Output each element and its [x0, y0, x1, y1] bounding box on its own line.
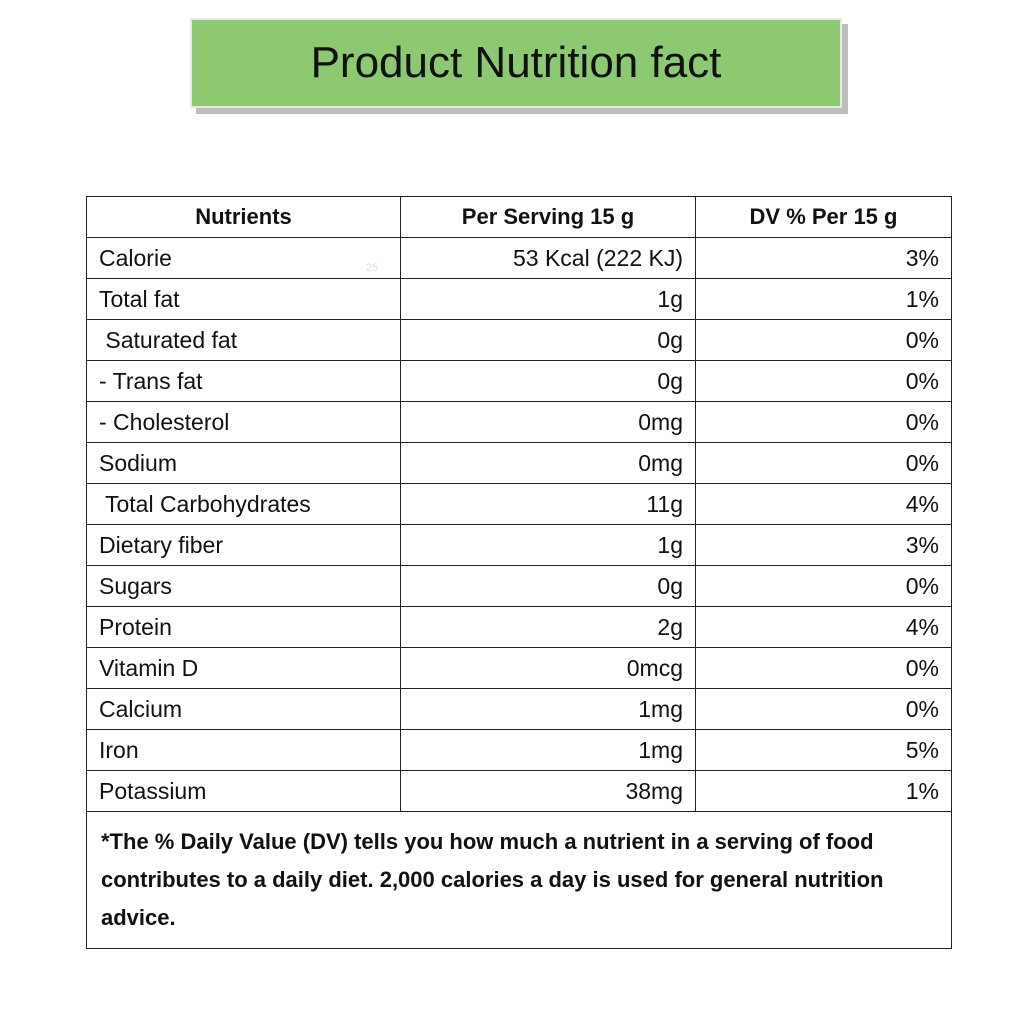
nutrient-name: Sodium: [86, 442, 401, 484]
nutrient-value: 1%: [695, 770, 952, 812]
nutrient-value: 4%: [695, 483, 952, 525]
nutrient-name: - Cholesterol: [86, 401, 401, 443]
footnote: *The % Daily Value (DV) tells you how mu…: [86, 811, 952, 949]
nutrition-table: Nutrients Per Serving 15 g DV % Per 15 g Ca…: [86, 196, 952, 949]
nutrient-value: 0mg: [400, 442, 696, 484]
nutrient-value: 3%: [695, 237, 952, 279]
nutrient-value: 2g: [400, 606, 696, 648]
nutrient-value: 5%: [695, 729, 952, 771]
nutrient-name: Protein: [86, 606, 401, 648]
nutrient-value: 1%: [695, 278, 952, 320]
nutrient-value: 38mg: [400, 770, 696, 812]
footnote-row: *The % Daily Value (DV) tells you how mu…: [86, 811, 952, 949]
column-header: Per Serving 15 g: [400, 196, 696, 238]
nutrient-value: 0mg: [400, 401, 696, 443]
nutrient-value: 0%: [695, 442, 952, 484]
row: Iron 1mg 5%: [86, 729, 952, 771]
row: Dietary fiber 1g 3%: [86, 524, 952, 566]
nutrient-name: Total Carbohydrates: [86, 483, 401, 525]
nutrient-name: Dietary fiber: [86, 524, 401, 566]
nutrient-value: 1mg: [400, 688, 696, 730]
nutrient-value: 1g: [400, 278, 696, 320]
row: Vitamin D 0mcg 0%: [86, 647, 952, 689]
faint-mark: 25: [366, 262, 379, 274]
header-row: Nutrients Per Serving 15 g DV % Per 15 g: [86, 196, 952, 238]
nutrient-value: 11g: [400, 483, 696, 525]
nutrient-name: Total fat: [86, 278, 401, 320]
nutrient-value: 3%: [695, 524, 952, 566]
nutrient-value: 0%: [695, 360, 952, 402]
nutrient-name: Sugars: [86, 565, 401, 607]
row: Sodium 0mg 0%: [86, 442, 952, 484]
nutrient-value: 0g: [400, 319, 696, 361]
row: Calcium 1mg 0%: [86, 688, 952, 730]
row: Potassium 38mg 1%: [86, 770, 952, 812]
nutrient-value: 0%: [695, 688, 952, 730]
nutrient-name: - Trans fat: [86, 360, 401, 402]
column-header: Nutrients: [86, 196, 401, 238]
nutrient-value: 4%: [695, 606, 952, 648]
nutrient-value: 1g: [400, 524, 696, 566]
row: Sugars 0g 0%: [86, 565, 952, 607]
title: Product Nutrition fact: [190, 18, 842, 108]
nutrient-value: 0%: [695, 647, 952, 689]
nutrient-name: Saturated fat: [86, 319, 401, 361]
nutrient-value: 0g: [400, 360, 696, 402]
nutrient-value: 0g: [400, 565, 696, 607]
nutrient-name: Calcium: [86, 688, 401, 730]
row: - Trans fat 0g 0%: [86, 360, 952, 402]
nutrient-name: Calorie: [86, 237, 401, 279]
row: Protein 2g 4%: [86, 606, 952, 648]
table-body: Nutrients Per Serving 15 g DV % Per 15 g Ca…: [86, 196, 952, 949]
row: Saturated fat 0g 0%: [86, 319, 952, 361]
row: Total fat 1g 1%: [86, 278, 952, 320]
row: Calorie 53 Kcal (222 KJ) 3%: [86, 237, 952, 279]
row: - Cholesterol 0mg 0%: [86, 401, 952, 443]
nutrient-name: Iron: [86, 729, 401, 771]
nutrient-value: 0mcg: [400, 647, 696, 689]
nutrient-value: 0%: [695, 319, 952, 361]
nutrient-value: 0%: [695, 565, 952, 607]
row: Total Carbohydrates 11g 4%: [86, 483, 952, 525]
column-header: DV % Per 15 g: [695, 196, 952, 238]
nutrient-value: 1mg: [400, 729, 696, 771]
nutrient-name: Vitamin D: [86, 647, 401, 689]
nutrient-value: 0%: [695, 401, 952, 443]
nutrient-value: 53 Kcal (222 KJ): [400, 237, 696, 279]
nutrient-name: Potassium: [86, 770, 401, 812]
